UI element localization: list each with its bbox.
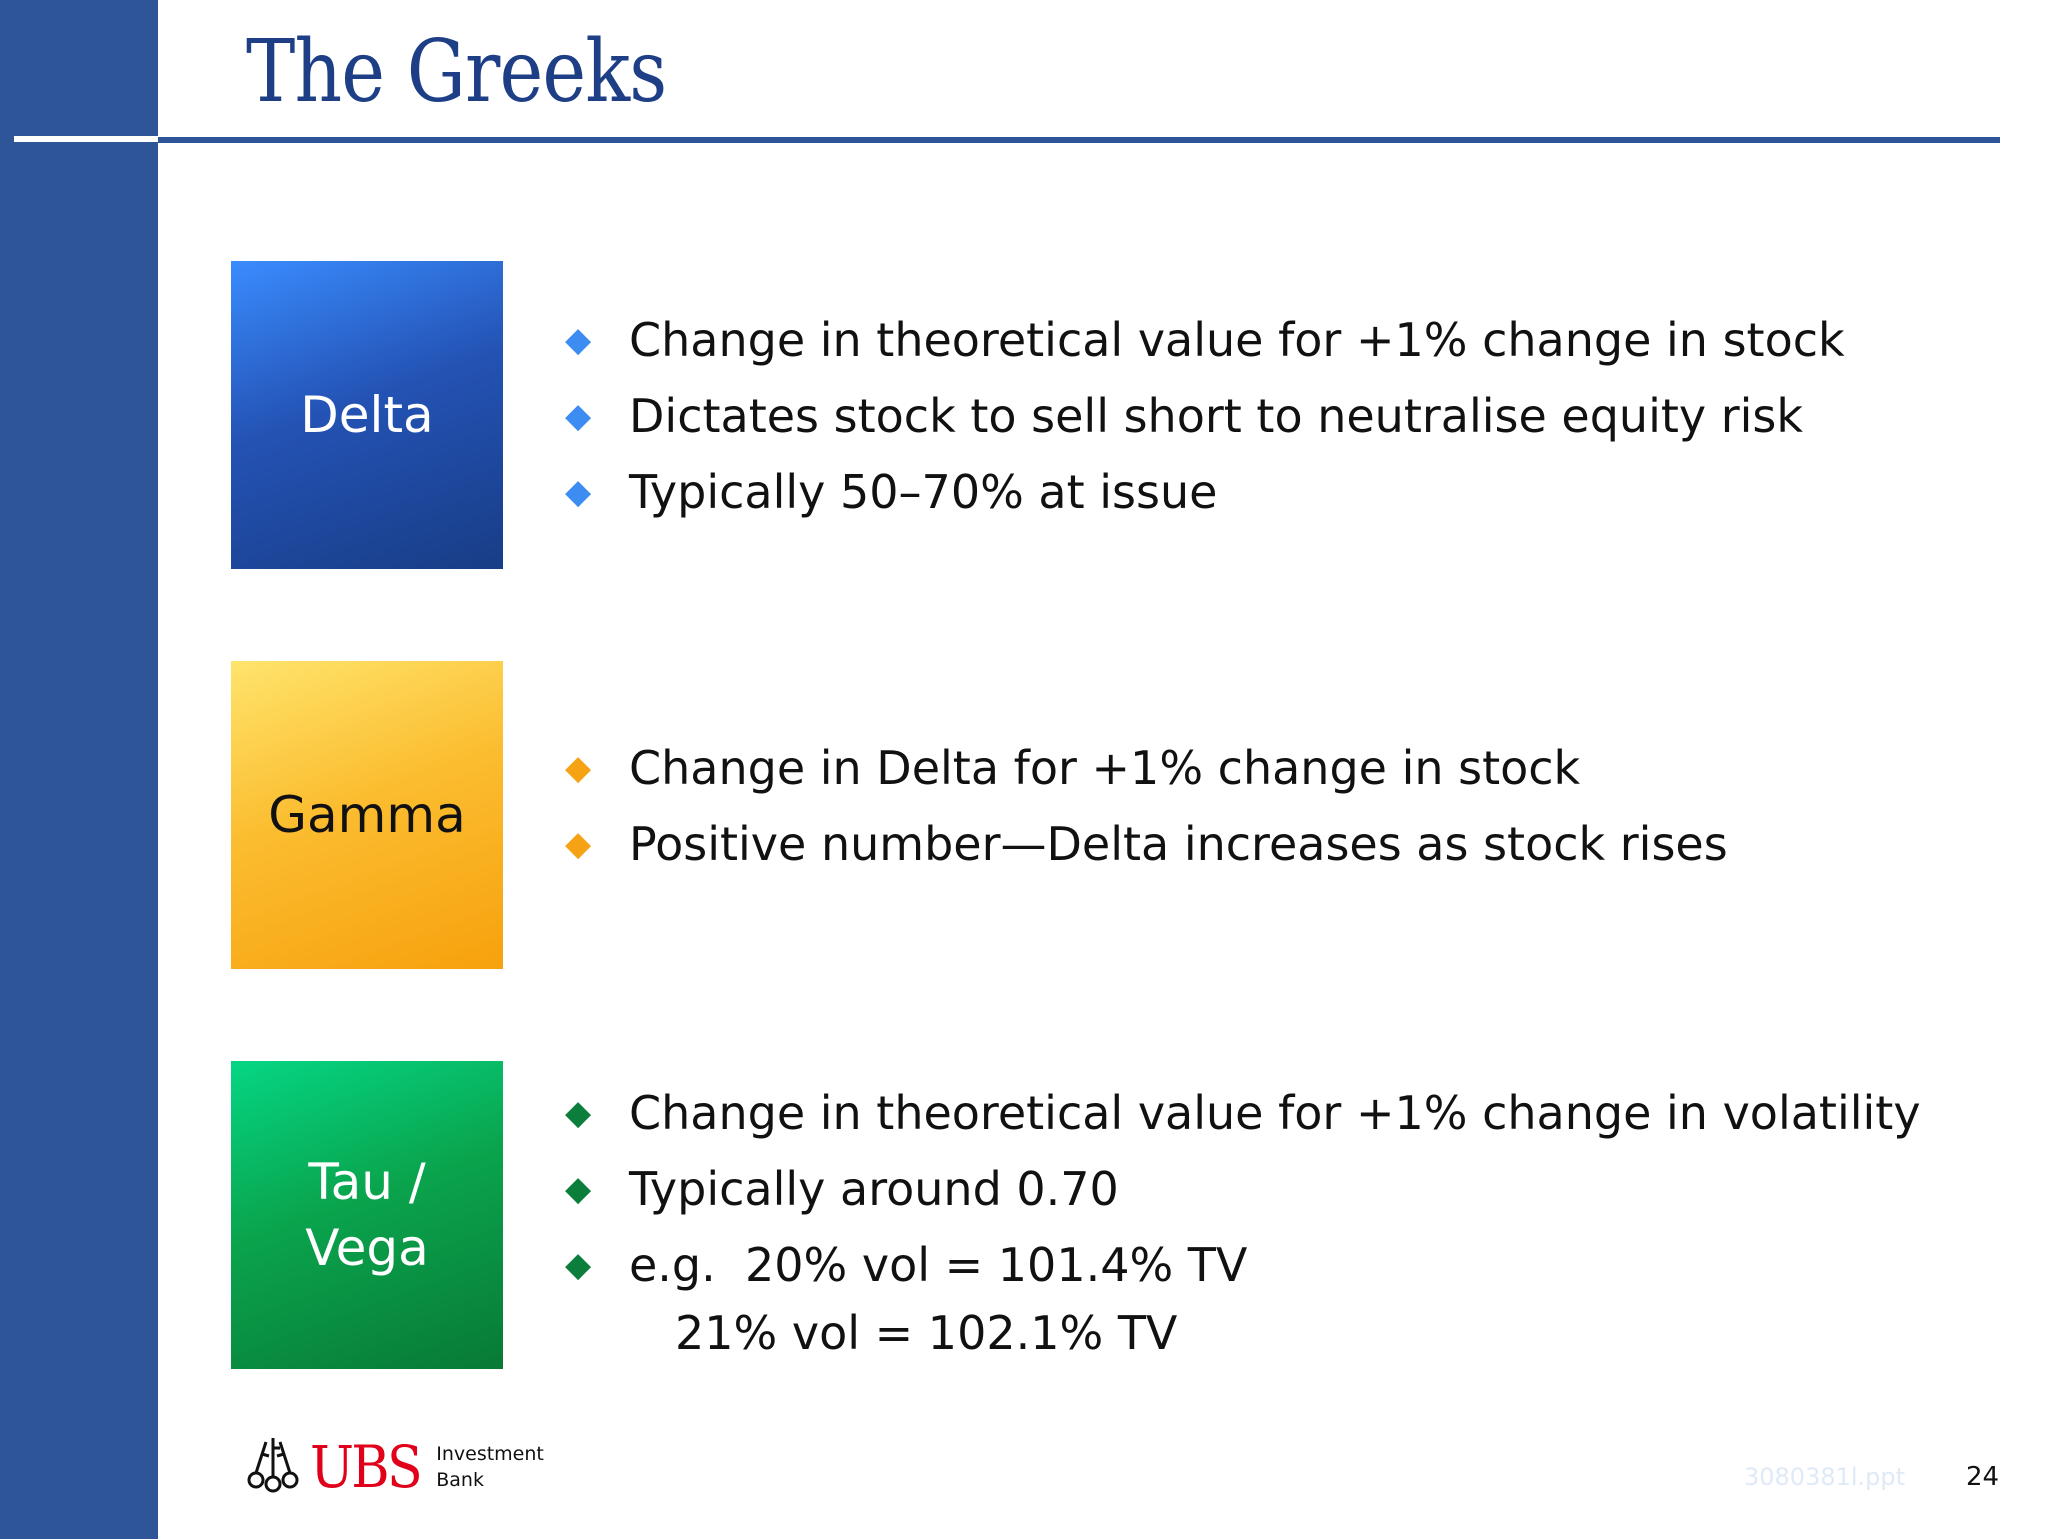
page-title: The Greeks <box>246 22 667 122</box>
bullet-text: Change in Delta for +1% change in stock <box>629 741 1581 795</box>
ubs-wordmark: UBS <box>310 1433 423 1501</box>
bullet-text: Change in theoretical value for +1% chan… <box>629 1086 1921 1140</box>
vega-box: Tau / Vega <box>231 1061 503 1369</box>
delta-label: Delta <box>300 386 434 444</box>
vega-label: Tau / Vega <box>305 1153 429 1277</box>
vega-example-continuation: 21% vol = 102.1% TV <box>675 1306 1178 1360</box>
delta-bullet-list: ◆ Change in theoretical value for +1% ch… <box>565 302 1845 530</box>
vega-bullet-3: ◆ e.g. 20% vol = 101.4% TV <box>565 1227 1921 1303</box>
ubs-division-line2: Bank <box>436 1469 484 1491</box>
diamond-bullet-icon: ◆ <box>565 472 592 512</box>
ubs-division: Investment Bank <box>436 1441 544 1493</box>
bullet-text: Dictates stock to sell short to neutrali… <box>629 389 1804 443</box>
bullet-text: Positive number—Delta increases as stock… <box>629 817 1728 871</box>
page-number: 24 <box>1966 1462 2000 1492</box>
diamond-bullet-icon: ◆ <box>565 396 592 436</box>
ubs-division-line1: Investment <box>436 1443 544 1465</box>
vega-bullet-1: ◆ Change in theoretical value for +1% ch… <box>565 1075 1921 1151</box>
delta-bullet-3: ◆ Typically 50–70% at issue <box>565 454 1845 530</box>
diamond-bullet-icon: ◆ <box>565 320 592 360</box>
diamond-bullet-icon: ◆ <box>565 748 592 788</box>
ubs-keys-icon <box>247 1438 299 1493</box>
file-reference: 3080381l.ppt <box>1744 1463 1906 1491</box>
bullet-text: Typically around 0.70 <box>629 1162 1119 1216</box>
vega-bullet-list: ◆ Change in theoretical value for +1% ch… <box>565 1075 1921 1363</box>
diamond-bullet-icon: ◆ <box>565 1169 592 1209</box>
vega-bullet-2: ◆ Typically around 0.70 <box>565 1151 1921 1227</box>
gamma-bullet-2: ◆ Positive number—Delta increases as sto… <box>565 806 1728 882</box>
title-rule-sidebar-segment <box>14 136 158 142</box>
gamma-box: Gamma <box>231 661 503 969</box>
diamond-bullet-icon: ◆ <box>565 824 592 864</box>
diamond-bullet-icon: ◆ <box>565 1093 592 1133</box>
sidebar-band <box>0 0 158 1539</box>
diamond-bullet-icon: ◆ <box>565 1245 592 1285</box>
gamma-bullet-list: ◆ Change in Delta for +1% change in stoc… <box>565 730 1728 882</box>
gamma-bullet-1: ◆ Change in Delta for +1% change in stoc… <box>565 730 1728 806</box>
delta-bullet-1: ◆ Change in theoretical value for +1% ch… <box>565 302 1845 378</box>
bullet-text: Change in theoretical value for +1% chan… <box>629 313 1845 367</box>
delta-box: Delta <box>231 261 503 569</box>
gamma-label: Gamma <box>268 786 466 844</box>
title-rule <box>158 137 2000 143</box>
bullet-text: e.g. 20% vol = 101.4% TV <box>629 1238 1248 1292</box>
ubs-logo: UBS Investment Bank <box>242 1432 544 1502</box>
bullet-text: Typically 50–70% at issue <box>629 465 1218 519</box>
delta-bullet-2: ◆ Dictates stock to sell short to neutra… <box>565 378 1845 454</box>
